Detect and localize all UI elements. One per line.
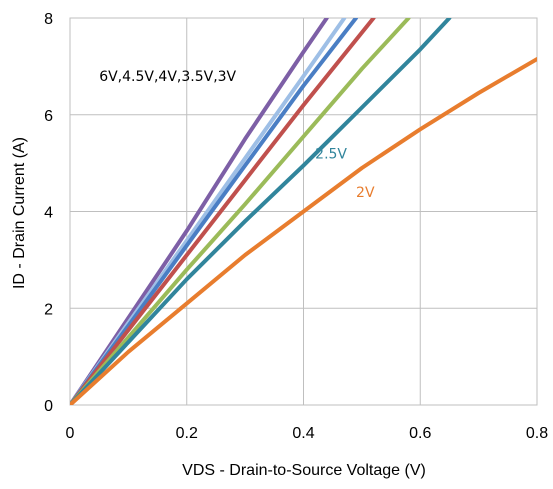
annotation-label: 2V [356, 185, 375, 201]
y-tick-label: 8 [44, 11, 53, 28]
x-tick-label: 0 [66, 425, 75, 442]
series-line-3 [70, 18, 376, 405]
plot-area-frame [69, 17, 538, 406]
y-tick-label: 6 [44, 108, 53, 125]
x-tick-label: 0.2 [176, 425, 198, 442]
x-axis-title: VDS - Drain-to-Source Voltage (V) [182, 462, 426, 479]
x-tick-labels: 0 0.2 0.4 0.6 0.8 [66, 425, 549, 442]
x-tick-label: 0.8 [526, 425, 548, 442]
series-line-5 [70, 18, 452, 405]
y-tick-label: 2 [44, 301, 53, 318]
y-axis-title: ID - Drain Current (A) [11, 137, 28, 289]
y-tick-label: 0 [44, 398, 53, 415]
x-tick-label: 0.6 [409, 425, 431, 442]
series-annotations: 6V,4.5V,4V,3.5V,3V 2.5V 2V [99, 69, 375, 201]
series-lines [70, 18, 537, 405]
series-line-6 [70, 57, 537, 405]
x-tick-label: 0.4 [292, 425, 314, 442]
annotation-label: 6V,4.5V,4V,3.5V,3V [99, 69, 236, 85]
plot-border [69, 17, 538, 406]
annotation-label: 2.5V [315, 146, 347, 162]
y-tick-labels: 0 2 4 6 8 [44, 11, 53, 415]
y-tick-label: 4 [44, 205, 53, 222]
